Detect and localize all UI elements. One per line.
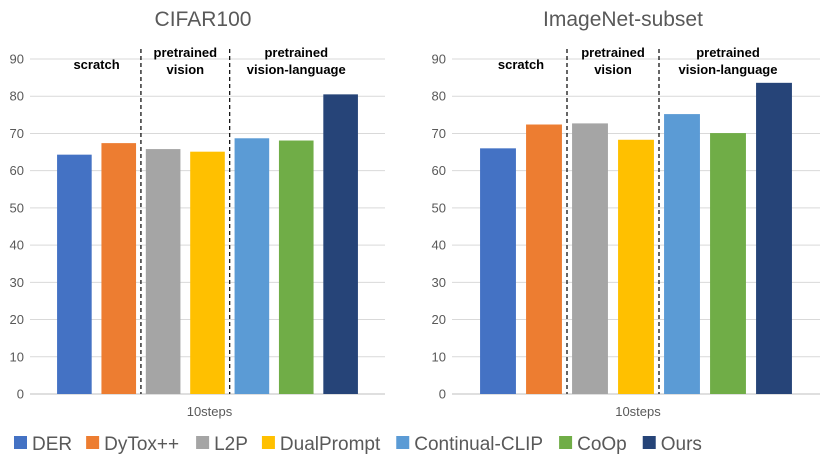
y-tick-label: 30 <box>432 275 446 290</box>
legend-label: Ours <box>661 434 702 455</box>
chart-title: CIFAR100 <box>155 8 252 31</box>
bar-dualprompt <box>190 151 225 394</box>
bar-dytox- <box>101 143 137 394</box>
bar-l2p <box>572 123 608 395</box>
y-tick-label: 80 <box>432 89 446 104</box>
group-label: pretrained <box>696 45 760 60</box>
legend-swatch <box>396 436 410 449</box>
group-label: pretrained <box>264 45 328 60</box>
y-tick-label: 80 <box>10 89 24 104</box>
bar-dualprompt <box>618 139 654 394</box>
y-tick-label: 20 <box>10 312 24 327</box>
legend-label: DualPrompt <box>280 434 381 455</box>
bar-der <box>57 154 92 394</box>
group-label: pretrained <box>581 45 645 60</box>
bar-continual-clip <box>664 114 700 394</box>
legend-item-dualprompt: DualPrompt <box>261 434 381 455</box>
y-tick-label: 60 <box>432 163 446 178</box>
group-label: scratch <box>498 57 544 72</box>
legend-item-dytox-: DyTox++ <box>86 434 179 455</box>
x-axis-label: 10steps <box>615 404 661 419</box>
chart-title: ImageNet-subset <box>543 8 703 31</box>
y-tick-label: 50 <box>432 200 446 215</box>
y-tick-label: 10 <box>10 349 24 364</box>
y-tick-label: 0 <box>17 387 24 402</box>
chart-panel-1: ImageNet-subset 0 10 20 30 40 50 60 70 80 90 scratc… <box>432 8 820 419</box>
y-tick-label: 10 <box>432 349 446 364</box>
legend: DER DyTox++ L2P DualPrompt Continual-CLIP CoO… <box>14 434 702 455</box>
legend-label: L2P <box>214 434 248 455</box>
y-tick-label: 0 <box>439 387 446 402</box>
bar-ours <box>323 94 358 394</box>
legend-swatch <box>559 436 573 449</box>
group-label: vision-language <box>247 62 346 77</box>
group-label: pretrained <box>154 45 218 60</box>
legend-label: CoOp <box>577 434 627 455</box>
y-tick-label: 90 <box>432 52 446 67</box>
y-tick-label: 50 <box>10 200 24 215</box>
legend-label: Continual-CLIP <box>414 434 543 455</box>
y-tick-label: 40 <box>432 238 446 253</box>
legend-swatch <box>642 436 656 449</box>
bar-der <box>480 148 516 394</box>
y-tick-label: 70 <box>432 126 446 141</box>
y-tick-label: 70 <box>10 126 24 141</box>
bar-coop <box>710 133 746 395</box>
y-tick-label: 20 <box>432 312 446 327</box>
bar-dytox- <box>526 124 562 394</box>
legend-swatch <box>86 436 100 449</box>
bar-continual-clip <box>234 138 270 394</box>
legend-swatch <box>261 436 275 449</box>
legend-swatch <box>14 436 27 449</box>
legend-item-ours: Ours <box>642 434 702 455</box>
chart-panel-0: CIFAR100 0 10 20 30 40 50 60 70 80 90 scratch pretra… <box>10 8 385 419</box>
legend-label: DyTox++ <box>104 434 179 455</box>
legend-label: DER <box>32 434 72 455</box>
y-tick-label: 30 <box>10 275 24 290</box>
bar-ours <box>756 82 792 395</box>
group-label: vision-language <box>679 62 778 77</box>
bar-coop <box>278 140 314 394</box>
legend-swatch <box>196 436 210 449</box>
bar-l2p <box>145 149 181 394</box>
y-tick-label: 90 <box>10 52 24 67</box>
y-tick-label: 40 <box>10 238 24 253</box>
group-label: vision <box>594 62 632 77</box>
legend-item-continual-clip: Continual-CLIP <box>396 434 543 455</box>
y-tick-label: 60 <box>10 163 24 178</box>
legend-item-l2p: L2P <box>196 434 248 455</box>
legend-item-der: DER <box>14 434 72 455</box>
x-axis-label: 10steps <box>187 404 233 419</box>
group-label: vision <box>167 62 205 77</box>
legend-item-coop: CoOp <box>559 434 627 455</box>
group-label: scratch <box>73 57 119 72</box>
